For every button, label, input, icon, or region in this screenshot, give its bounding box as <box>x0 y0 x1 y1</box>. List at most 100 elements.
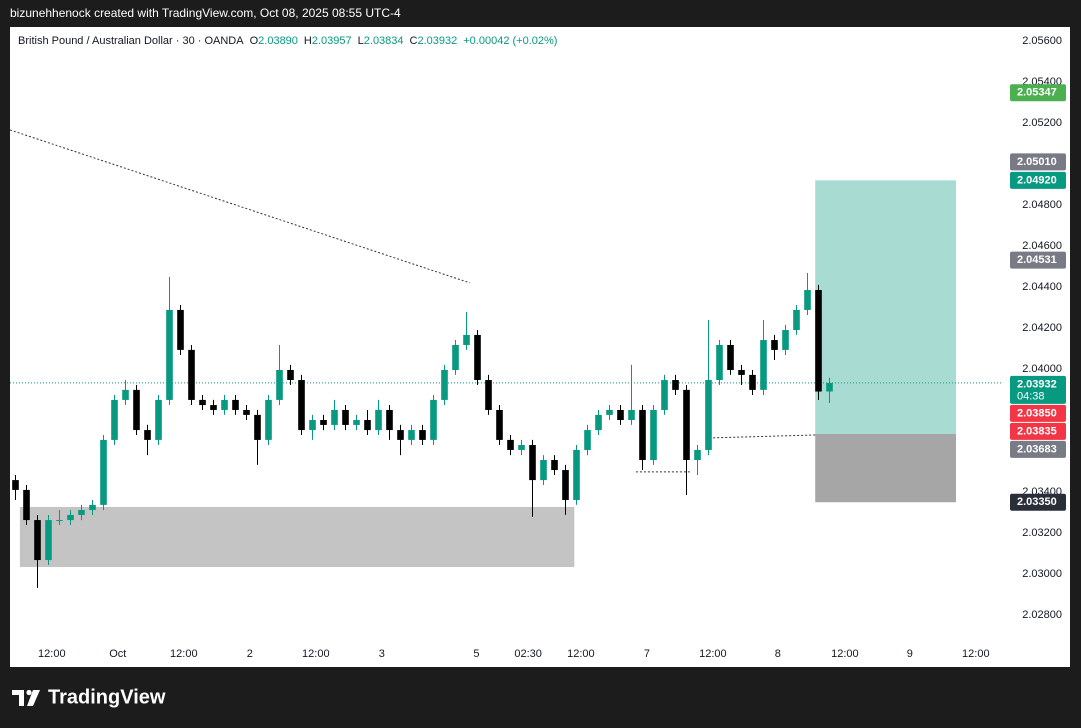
candle-body <box>551 459 558 471</box>
candle-body <box>12 480 19 490</box>
chart-title: bizunehhenock created with TradingView.c… <box>10 6 401 20</box>
y-tick-label: 2.05600 <box>1022 35 1062 47</box>
candle-body <box>331 409 338 425</box>
candle-body <box>188 349 195 400</box>
candle-body <box>474 334 481 381</box>
candle-body <box>705 380 712 450</box>
price-badge-label: 2.04531 <box>1017 254 1057 266</box>
candle-body <box>639 409 646 460</box>
candle-body <box>804 290 811 310</box>
legend-key: L <box>358 35 364 47</box>
x-tick-label: 12:00 <box>38 648 66 660</box>
candle-body <box>342 409 349 425</box>
candle-body <box>606 409 613 415</box>
price-badge <box>1010 440 1066 458</box>
candle-body <box>485 380 492 410</box>
candle-body <box>166 309 173 400</box>
candle-body <box>716 344 723 381</box>
candle-body <box>309 420 316 431</box>
x-tick-label: 12:00 <box>302 648 330 660</box>
candle-body <box>727 344 734 370</box>
candle-body <box>177 309 184 350</box>
candle-body <box>199 399 206 406</box>
candle-body <box>232 399 239 410</box>
candle-body <box>89 504 96 511</box>
candle-body <box>243 409 250 415</box>
y-tick-label: 2.04600 <box>1022 240 1062 252</box>
price-badge <box>1010 404 1066 422</box>
candle-body <box>694 449 701 460</box>
price-badge-label: 2.05347 <box>1017 87 1057 99</box>
y-tick-label: 2.02800 <box>1022 609 1062 621</box>
price-badge-label: 2.04920 <box>1017 174 1057 186</box>
candle-body <box>298 380 305 431</box>
y-tick-label: 2.04000 <box>1022 363 1062 375</box>
x-tick-label: 8 <box>775 648 781 660</box>
candle-body <box>452 344 459 370</box>
candle-body <box>760 340 767 390</box>
x-tick-label: 12:00 <box>567 648 595 660</box>
candle-body <box>254 414 261 440</box>
y-tick-label: 2.04400 <box>1022 281 1062 293</box>
candle-body <box>628 409 635 421</box>
logo-dot <box>26 689 32 696</box>
x-tick-label: 7 <box>644 648 650 660</box>
candle-body <box>265 399 272 440</box>
x-tick-label: 3 <box>379 648 385 660</box>
candle-body <box>100 439 107 505</box>
price-badge-label: 2.03683 <box>1017 443 1057 455</box>
candle-body <box>507 439 514 450</box>
candle-body <box>529 445 536 481</box>
legend-key: H <box>304 35 312 47</box>
x-tick-label: 12:00 <box>962 648 990 660</box>
candle-body <box>122 389 129 400</box>
profit-zone <box>815 180 956 434</box>
candle-body <box>419 430 426 440</box>
price-badge-label: 2.03350 <box>1017 496 1057 508</box>
price-badge-label: 2.03932 <box>1017 378 1057 390</box>
price-badge-countdown: 04:38 <box>1017 390 1045 402</box>
candle-body <box>133 389 140 431</box>
x-tick-label: 12:00 <box>831 648 859 660</box>
candle-body <box>45 520 52 561</box>
candle-body <box>595 414 602 431</box>
plot-area <box>10 129 1003 588</box>
candle-body <box>573 449 580 500</box>
candle-body <box>276 369 283 400</box>
price-badge <box>1010 375 1066 404</box>
candle-body <box>23 489 30 521</box>
x-tick-label: 12:00 <box>699 648 727 660</box>
candle-body <box>441 369 448 400</box>
candle-body <box>496 409 503 440</box>
y-tick-label: 2.03000 <box>1022 568 1062 580</box>
legend-value: 2.03834 <box>364 35 404 47</box>
candle-body <box>221 399 228 410</box>
candle-body <box>78 510 85 515</box>
axes: 2.028002.030002.032002.034002.036002.038… <box>38 35 1066 660</box>
candle-body <box>155 399 162 440</box>
candle-body <box>386 409 393 431</box>
candle-body <box>782 330 789 350</box>
logo-slash <box>27 690 40 706</box>
brand: TradingView <box>48 686 166 708</box>
candle-body <box>210 405 217 410</box>
legend-value: 2.03932 <box>417 35 457 47</box>
candle-body <box>287 369 294 381</box>
candle-body <box>56 520 63 522</box>
legend-symbol: British Pound / Australian Dollar · 30 ·… <box>18 35 244 47</box>
candle-body <box>408 430 415 440</box>
price-badge-label: 2.05010 <box>1017 156 1057 168</box>
x-tick-label: 5 <box>473 648 479 660</box>
candle-body <box>672 380 679 390</box>
candle-body <box>793 309 800 331</box>
price-badge-label: 2.03835 <box>1017 425 1057 437</box>
legend-value: 2.03890 <box>258 35 298 47</box>
candle-body <box>364 420 371 431</box>
logo-mark <box>12 690 24 706</box>
legend-value: 2.03957 <box>312 35 352 47</box>
legend: British Pound / Australian Dollar · 30 ·… <box>18 35 557 47</box>
price-badge <box>1010 422 1066 440</box>
candle-body <box>749 374 756 390</box>
